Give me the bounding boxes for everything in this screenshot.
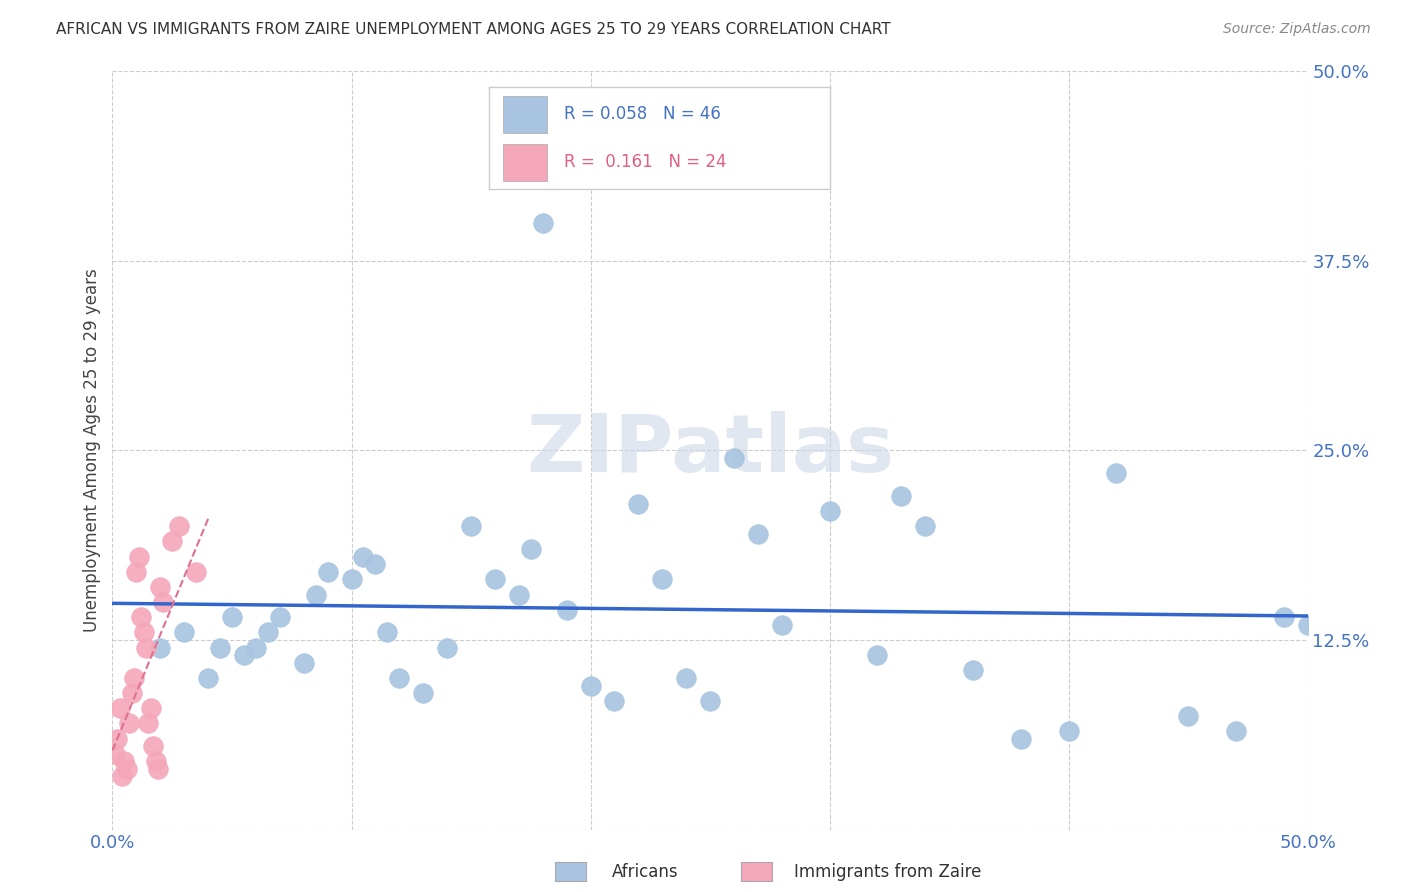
Point xyxy=(723,451,745,466)
Point xyxy=(1272,610,1295,624)
Point xyxy=(699,694,721,708)
Point xyxy=(305,588,328,602)
Point xyxy=(412,686,434,700)
Text: AFRICAN VS IMMIGRANTS FROM ZAIRE UNEMPLOYMENT AMONG AGES 25 TO 29 YEARS CORRELAT: AFRICAN VS IMMIGRANTS FROM ZAIRE UNEMPLO… xyxy=(56,22,891,37)
Point xyxy=(138,716,160,731)
Point xyxy=(579,678,602,692)
Point xyxy=(169,519,191,533)
Point xyxy=(770,617,793,632)
Point xyxy=(377,625,399,640)
Point xyxy=(152,595,174,609)
Point xyxy=(173,625,195,640)
Point xyxy=(146,762,169,776)
Point xyxy=(197,671,219,685)
Text: ZIPatlas: ZIPatlas xyxy=(526,411,894,490)
Point xyxy=(111,769,134,784)
Point xyxy=(352,549,374,564)
Point xyxy=(1105,467,1128,481)
Point xyxy=(125,565,148,579)
Point xyxy=(186,565,208,579)
Point xyxy=(1177,708,1199,723)
Point xyxy=(292,656,315,670)
Point xyxy=(149,580,172,594)
Point xyxy=(364,557,387,572)
Text: Africans: Africans xyxy=(612,863,678,881)
Text: Immigrants from Zaire: Immigrants from Zaire xyxy=(794,863,981,881)
Point xyxy=(118,716,141,731)
Point xyxy=(914,519,936,533)
Point xyxy=(142,739,165,753)
Point xyxy=(269,610,291,624)
Point xyxy=(866,648,889,662)
Point xyxy=(115,762,138,776)
Point xyxy=(555,603,578,617)
Point xyxy=(257,625,280,640)
Point xyxy=(162,534,183,549)
Point xyxy=(316,565,339,579)
Point xyxy=(105,731,128,746)
Point xyxy=(1057,724,1080,739)
Point xyxy=(747,526,769,541)
Point xyxy=(145,755,167,769)
Point xyxy=(436,640,458,655)
Point xyxy=(149,640,172,655)
Point xyxy=(531,216,554,230)
Point xyxy=(233,648,256,662)
Point xyxy=(121,686,143,700)
Point xyxy=(484,573,506,587)
Point xyxy=(388,671,411,685)
Point xyxy=(104,747,127,761)
Point xyxy=(675,671,697,685)
Point xyxy=(508,588,530,602)
Point xyxy=(1225,724,1247,739)
Point xyxy=(122,671,145,685)
Point xyxy=(340,573,363,587)
Point xyxy=(1010,731,1032,746)
Point xyxy=(245,640,267,655)
Point xyxy=(520,542,543,557)
Point xyxy=(651,573,673,587)
Point xyxy=(128,549,150,564)
Point xyxy=(460,519,482,533)
Point xyxy=(108,701,131,715)
Point xyxy=(890,489,912,503)
Point xyxy=(114,755,135,769)
Point xyxy=(139,701,162,715)
Point xyxy=(129,610,152,624)
Point xyxy=(962,664,984,678)
Point xyxy=(627,496,650,510)
Point xyxy=(818,504,841,518)
Text: Source: ZipAtlas.com: Source: ZipAtlas.com xyxy=(1223,22,1371,37)
Point xyxy=(135,640,157,655)
Point xyxy=(603,694,626,708)
Point xyxy=(1296,617,1319,632)
Point xyxy=(132,625,155,640)
Point xyxy=(209,640,232,655)
Point xyxy=(221,610,243,624)
Y-axis label: Unemployment Among Ages 25 to 29 years: Unemployment Among Ages 25 to 29 years xyxy=(83,268,101,632)
